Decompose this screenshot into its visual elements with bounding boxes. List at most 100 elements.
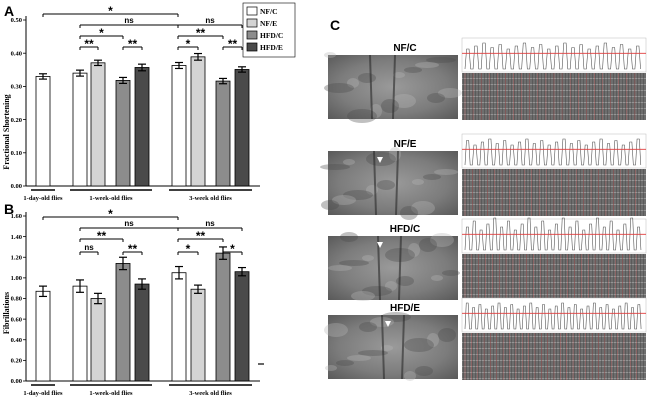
heart-tube-edge xyxy=(373,150,377,216)
significance-label: * xyxy=(108,207,113,221)
tissue-texture xyxy=(392,94,416,108)
bar-nf-c-1 xyxy=(72,285,88,382)
legend-swatch xyxy=(246,30,258,40)
tissue-texture xyxy=(347,109,377,123)
tissue-texture xyxy=(328,265,352,271)
microscopy-image xyxy=(328,315,458,379)
tissue-texture xyxy=(393,72,405,78)
tissue-texture xyxy=(381,99,399,113)
tissue-texture xyxy=(404,371,416,381)
tissue-texture xyxy=(431,275,443,281)
tissue-texture xyxy=(343,190,373,200)
tissue-texture xyxy=(358,73,376,83)
legend-swatch xyxy=(246,6,258,16)
tissue-texture xyxy=(321,200,339,210)
group-label: 1-day-old flies xyxy=(23,390,63,397)
bar-hfd-c-2 xyxy=(215,252,231,382)
chart-b-ylabel: Fibrillations xyxy=(2,292,11,334)
y-tick-label: 1.60 xyxy=(11,213,22,220)
m-mode-trace xyxy=(464,138,642,166)
group-label: 3-week old flies xyxy=(189,195,232,202)
tissue-texture xyxy=(442,270,460,276)
heart-tube-edge xyxy=(381,314,385,380)
bar-nf-e-2 xyxy=(190,56,206,187)
tissue-texture xyxy=(419,238,437,252)
chart-b-bars xyxy=(35,246,250,382)
panel-c-letter: C xyxy=(330,17,340,33)
group-label: 1-week-old flies xyxy=(89,390,133,397)
heart-tube-edge xyxy=(377,235,381,301)
y-tick-label: 0.00 xyxy=(11,183,22,190)
bar-nf-e-2 xyxy=(190,288,206,382)
y-tick-label: 0.80 xyxy=(11,296,22,303)
y-tick-label: 1.00 xyxy=(11,275,22,282)
bar-hfd-c-2 xyxy=(215,80,231,187)
chart-a-bars xyxy=(35,52,250,187)
panel-c-microscopy: NF/C NF/E HFD/C HFD/E xyxy=(320,37,647,381)
bar-nf-c-0 xyxy=(35,290,51,382)
legend-swatch xyxy=(246,18,258,28)
chart-b-group-labels: 1-day-old flies 1-week-old flies 3-week ol… xyxy=(23,384,252,397)
significance-label: ** xyxy=(196,26,206,40)
significance-label: * xyxy=(186,242,191,256)
condition-label: HFD/E xyxy=(390,303,420,314)
chart-a-significance: *ns*****ns***** xyxy=(42,4,243,51)
tissue-texture xyxy=(347,78,359,88)
tissue-texture xyxy=(434,169,458,175)
tissue-texture xyxy=(404,67,422,73)
significance-label: * xyxy=(230,242,235,256)
legend-label: NF/C xyxy=(260,7,278,16)
arrow-marker xyxy=(377,242,383,248)
significance-label: * xyxy=(186,37,191,51)
significance-label: ** xyxy=(128,242,138,256)
bar-nf-c-2 xyxy=(171,65,187,187)
chart-a-ylabel: Fractional Shortening xyxy=(2,94,11,169)
panel-c-row: NF/C xyxy=(324,37,647,123)
bar-hfd-e-2 xyxy=(234,69,250,187)
tissue-texture xyxy=(370,104,382,118)
y-tick-label: 0.60 xyxy=(11,316,22,323)
significance-label: ns xyxy=(124,219,134,228)
tissue-texture xyxy=(415,366,433,376)
tissue-texture xyxy=(325,365,337,371)
bar-hfd-e-2 xyxy=(234,271,250,382)
y-tick-label: 0.20 xyxy=(11,358,22,365)
tissue-texture xyxy=(400,206,418,220)
tissue-texture xyxy=(430,233,454,247)
y-tick-label: 0.20 xyxy=(11,117,22,124)
significance-label: ** xyxy=(228,37,238,51)
chart-a-group-labels: 1-day-old flies 1-week-old flies 3-week ol… xyxy=(23,189,252,202)
panel-b-letter: B xyxy=(4,201,14,217)
tissue-texture xyxy=(336,360,354,366)
arrow-marker xyxy=(377,157,383,163)
y-tick-label: 0.10 xyxy=(11,150,22,157)
legend-label: HFD/C xyxy=(260,31,283,40)
heart-tube-edge xyxy=(401,314,405,380)
heart-tube-edge xyxy=(369,54,373,120)
tissue-texture xyxy=(426,57,456,63)
tissue-texture xyxy=(359,322,377,332)
legend-label: HFD/E xyxy=(260,43,283,52)
panel-a-letter: A xyxy=(4,3,14,19)
y-tick-label: 0.00 xyxy=(11,378,22,385)
tissue-texture xyxy=(415,62,439,68)
tissue-texture xyxy=(324,52,336,58)
tissue-texture xyxy=(385,281,397,291)
chart-b-fibrillations: Fibrillations 0.00 0.20 0.40 0.60 0.80 1.00 1.… xyxy=(2,207,264,397)
panel-c-row: NF/E xyxy=(320,133,647,220)
legend-label: NF/E xyxy=(260,19,277,28)
tissue-texture xyxy=(408,243,420,257)
tissue-texture xyxy=(358,350,388,356)
arrow-marker xyxy=(385,321,391,327)
tissue-texture xyxy=(347,355,371,361)
tissue-texture xyxy=(362,286,392,296)
significance-label: * xyxy=(99,26,104,40)
tissue-texture xyxy=(438,88,462,98)
tissue-texture xyxy=(427,93,445,103)
bar-nf-e-1 xyxy=(90,62,106,187)
bar-nf-c-0 xyxy=(35,76,51,187)
condition-label: HFD/C xyxy=(390,224,421,235)
significance-label: ** xyxy=(196,229,206,243)
tissue-texture xyxy=(340,232,358,242)
